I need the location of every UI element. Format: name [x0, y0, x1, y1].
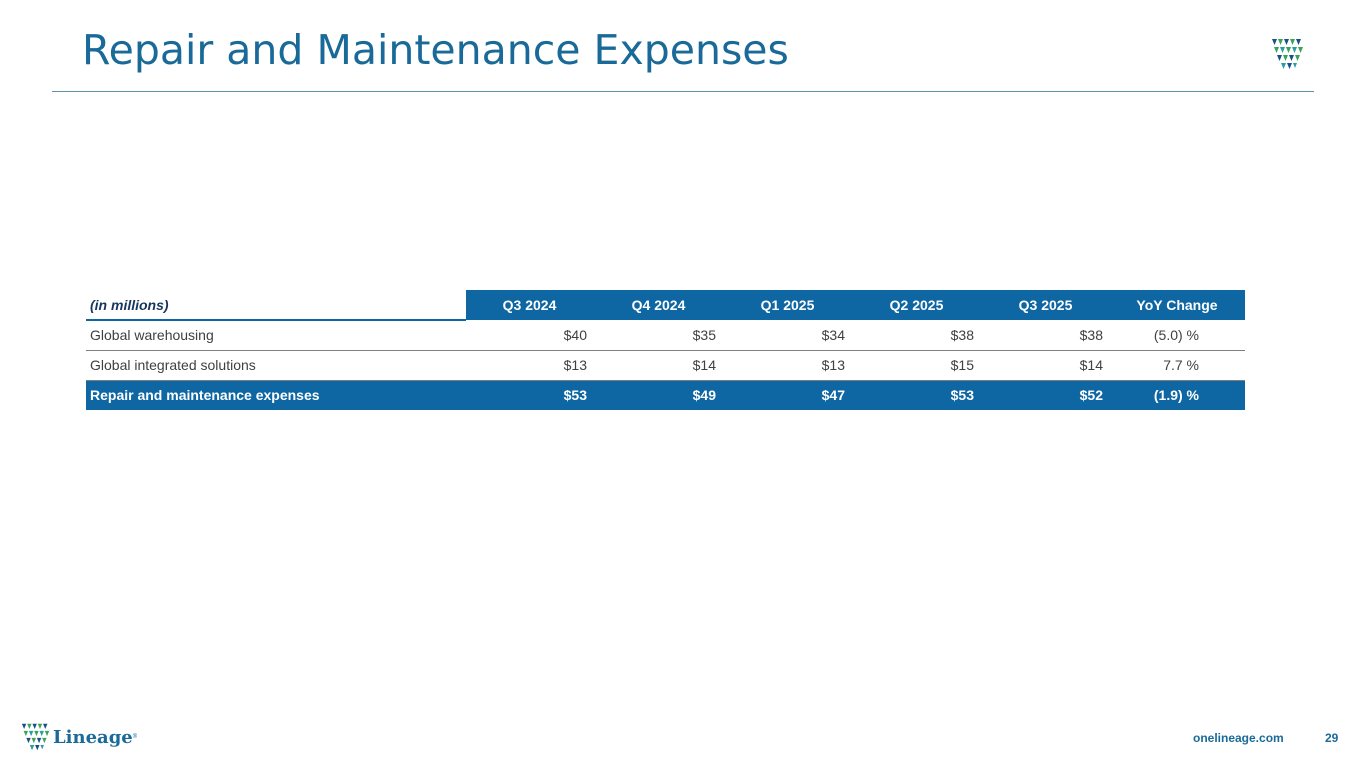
table-cell: $14: [595, 350, 724, 381]
column-header: Q2 2025: [853, 290, 982, 320]
lineage-logo-icon: [1272, 39, 1303, 69]
table-cell: $38: [982, 320, 1111, 351]
total-row: Repair and maintenance expenses $53 $49 …: [86, 380, 1245, 410]
repair-maintenance-table: (in millions) Q3 2024 Q4 2024 Q1 2025 Q2…: [86, 290, 1245, 410]
column-header: Q3 2024: [466, 290, 595, 320]
unit-label: (in millions): [86, 290, 466, 321]
table-cell: $40: [466, 320, 595, 351]
total-label: Repair and maintenance expenses: [86, 380, 466, 410]
column-header: Q1 2025: [724, 290, 853, 320]
row-label: Global warehousing: [86, 320, 466, 351]
yoy-cell: 7.7 %: [1111, 350, 1245, 381]
footer-website-link[interactable]: onelineage.com: [1193, 731, 1284, 745]
row-label: Global integrated solutions: [86, 350, 466, 381]
table-row: Global integrated solutions $13 $14 $13 …: [86, 350, 1245, 381]
column-header: Q3 2025: [982, 290, 1111, 320]
title-divider: [52, 91, 1314, 92]
table-cell: $15: [853, 350, 982, 381]
table-cell: $14: [982, 350, 1111, 381]
table-row: Global warehousing $40 $35 $34 $38 $38 (…: [86, 320, 1245, 351]
yoy-cell: (5.0) %: [1111, 320, 1245, 351]
lineage-shield-icon: [21, 723, 50, 751]
table-cell: $35: [595, 320, 724, 351]
total-cell: $47: [724, 380, 853, 410]
brand-name: Lineage: [53, 726, 133, 748]
total-cell: $53: [853, 380, 982, 410]
table-cell: $34: [724, 320, 853, 351]
total-yoy-cell: (1.9) %: [1111, 380, 1245, 410]
slide-title: Repair and Maintenance Expenses: [82, 26, 789, 74]
column-header: Q4 2024: [595, 290, 724, 320]
registered-mark: ®: [132, 734, 138, 740]
table-cell: $13: [724, 350, 853, 381]
footer-brand-logo: Lineage ®: [21, 722, 141, 752]
table-cell: $38: [853, 320, 982, 351]
table-header-row: (in millions) Q3 2024 Q4 2024 Q1 2025 Q2…: [86, 290, 1245, 321]
total-cell: $52: [982, 380, 1111, 410]
total-cell: $53: [466, 380, 595, 410]
total-cell: $49: [595, 380, 724, 410]
expenses-table-container: (in millions) Q3 2024 Q4 2024 Q1 2025 Q2…: [86, 290, 1245, 410]
table-cell: $13: [466, 350, 595, 381]
column-header-yoy: YoY Change: [1111, 290, 1245, 320]
page-number: 29: [1325, 731, 1339, 745]
